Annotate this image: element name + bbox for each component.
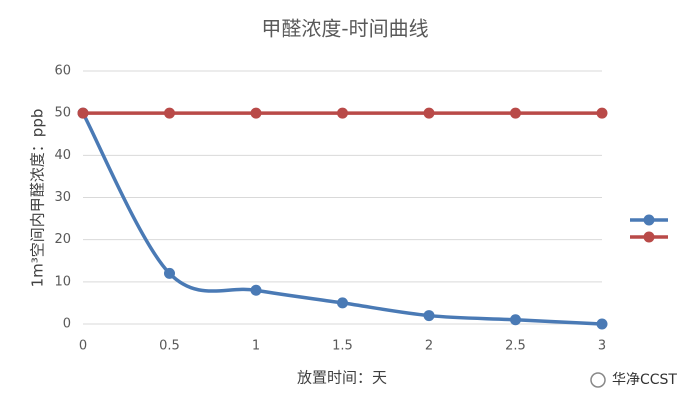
- y-tick-label: 40: [54, 148, 71, 163]
- point: [164, 107, 175, 119]
- y-tick-label: 10: [54, 274, 71, 289]
- legend-marker: [643, 214, 655, 226]
- y-tick-label: 50: [54, 106, 71, 121]
- y-tick-label: 30: [54, 190, 71, 205]
- wechat-icon: [590, 372, 606, 388]
- series-line: [81, 112, 603, 326]
- y-tick-label: 0: [63, 317, 71, 332]
- point: [337, 107, 348, 119]
- x-tick-label: 3: [598, 339, 606, 354]
- y-tick-label: 60: [54, 64, 71, 79]
- x-tick-label: 0: [79, 339, 87, 354]
- point: [164, 267, 175, 279]
- x-tick-label: 2.5: [505, 339, 526, 354]
- y-tick-label: 20: [54, 232, 71, 247]
- point: [596, 318, 608, 330]
- point: [423, 107, 435, 119]
- point: [423, 310, 435, 322]
- y-axis-label: 1m³空间内甲醛浓度：ppb: [29, 109, 47, 288]
- x-tick-label: 2: [425, 339, 433, 354]
- point: [77, 107, 89, 119]
- legend-marker: [643, 231, 655, 243]
- x-tick-label: 1: [252, 339, 260, 354]
- point: [596, 107, 608, 119]
- point: [510, 107, 521, 119]
- x-tick-label: 1.5: [332, 339, 353, 354]
- point: [337, 297, 348, 309]
- point: [250, 107, 262, 119]
- x-tick-label: 0.5: [159, 339, 180, 354]
- x-axis-label: 放置时间：天: [297, 369, 387, 387]
- chart-title: 甲醛浓度-时间曲线: [261, 17, 428, 41]
- watermark: 华净CCST: [612, 372, 677, 388]
- point: [250, 284, 262, 296]
- point: [510, 314, 521, 326]
